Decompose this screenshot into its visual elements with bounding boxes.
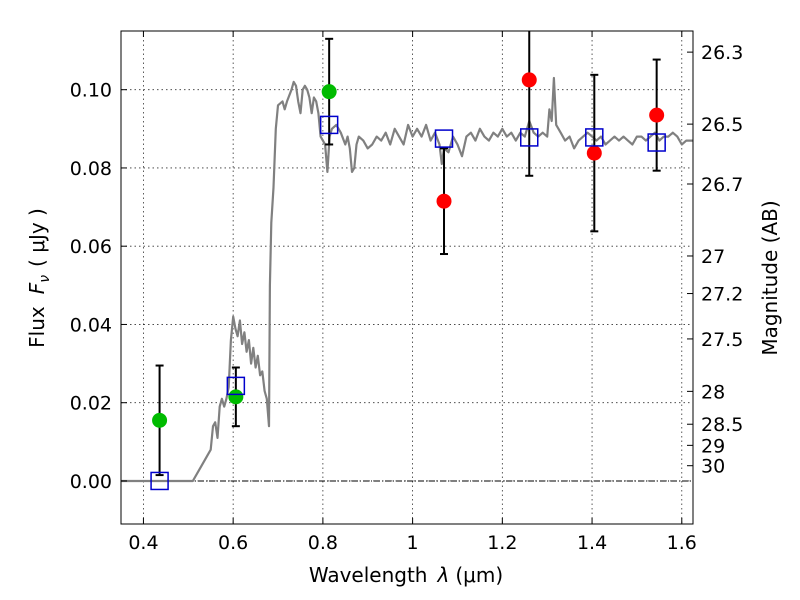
magnitude-tick-label: 27.5 [701,329,743,351]
model-photometry-square [585,128,604,147]
x-axis-label-prefix: Wavelength [309,563,428,587]
plot-area [121,31,693,491]
model-sed-line [121,76,693,483]
x-axis-label: Wavelength λ (μm) [309,563,503,587]
model-photometry-square [647,133,666,152]
magnitude-tick-label: 26.5 [701,114,743,136]
observed-point-red [649,107,665,123]
y-tick-label: 0.10 [70,80,112,102]
magnitude-tick-label: 26.7 [701,174,743,196]
magnitude-tick-label: 28 [701,381,725,403]
x-tick-label: 0.8 [308,532,338,554]
plot-frame [120,30,694,525]
y-axis-label-subscript: ν [37,275,53,283]
y-tick-label: 0.08 [70,158,112,180]
observed-point-green [228,389,244,405]
magnitude-tick-label: 30 [701,456,725,478]
model-photometry-square [150,471,169,491]
x-tick-label: 0.6 [218,532,248,554]
y-tick-label: 0.02 [70,393,112,415]
y-axis-label-symbol: F [25,282,49,294]
x-tick-label: 1 [407,532,419,554]
x-axis-label-unit: (μm) [455,563,503,587]
observed-point-red [521,72,537,88]
observed-point-green [321,84,337,100]
y-axis-label-prefix: Flux [25,306,49,348]
y-tick-label: 0.00 [70,471,112,493]
x-tick-label: 1.2 [487,532,517,554]
x-axis-ticks: 0.4 0.6 0.8 1 1.2 1.4 1.6 [128,31,697,554]
model-photometry-square [434,129,454,148]
magnitude-tick-label: 28.5 [701,414,743,436]
y-axis-label: Flux Fν ( μJy ) [25,208,53,348]
x-tick-label: 1.6 [667,532,697,554]
magnitude-tick-label: 27.2 [701,284,743,306]
model-photometry-points [150,115,666,491]
grid-lines [121,31,693,524]
x-tick-label: 0.4 [128,532,158,554]
observed-points [152,72,665,428]
magnitude-tick-label: 27 [701,246,725,268]
y-axis-label-unit: ( μJy ) [25,208,49,267]
magnitude-axis-label: Magnitude (AB) [758,200,782,355]
y-axis-ticks: 0.00 0.02 0.04 0.06 0.08 0.10 [70,80,127,493]
magnitude-tick-label: 29 [701,435,725,457]
model-photometry-square [520,128,539,147]
observed-point-red [586,145,602,161]
model-photometry-square [226,376,246,396]
x-tick-label: 1.4 [577,532,607,554]
y-tick-label: 0.06 [70,236,112,258]
model-photometry-square [319,115,339,135]
x-axis-label-symbol: λ [437,563,450,587]
observed-point-red [436,193,452,209]
magnitude-tick-label: 26.3 [701,42,743,64]
observed-point-green [152,412,168,428]
y-tick-label: 0.04 [70,314,112,336]
